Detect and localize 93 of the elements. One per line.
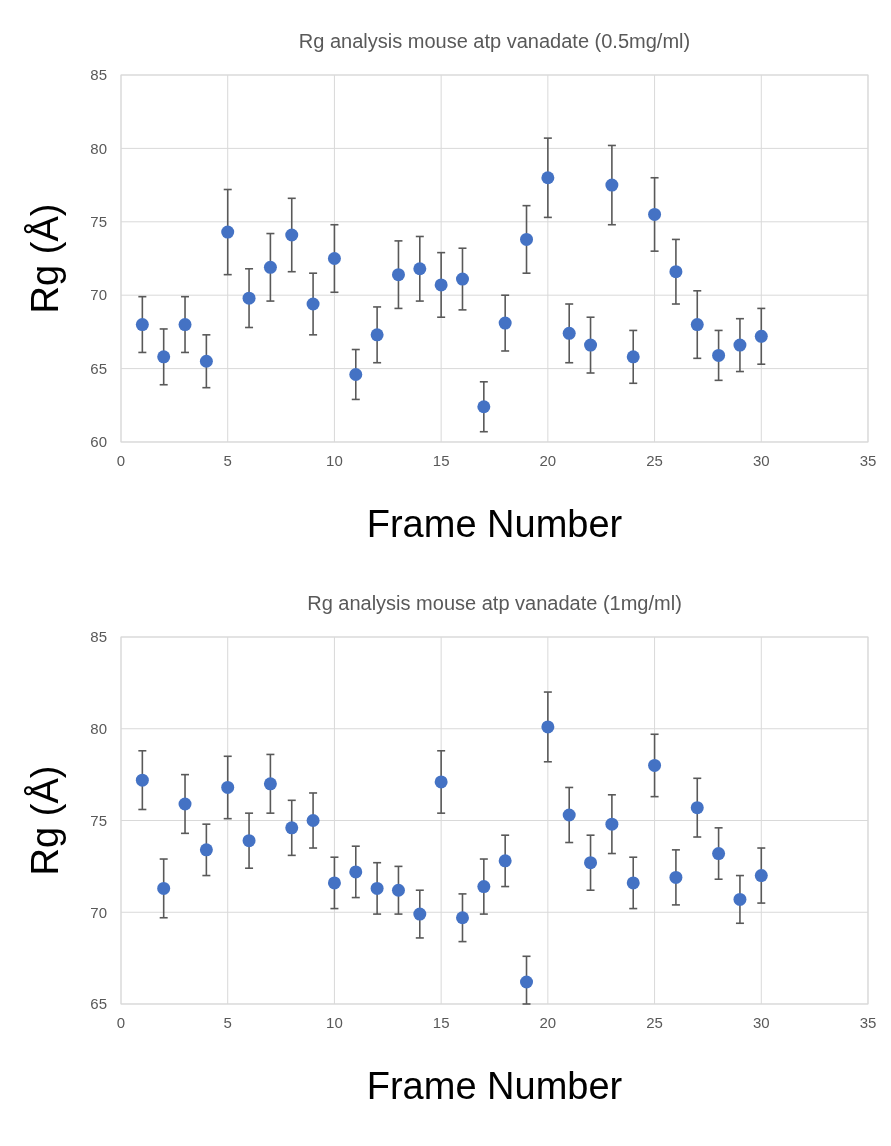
point <box>349 367 363 381</box>
point <box>263 260 277 274</box>
x-tick-label: 15 <box>432 452 450 469</box>
point <box>477 400 491 414</box>
x-tick-label: 35 <box>859 1014 877 1031</box>
point <box>605 817 619 831</box>
point <box>648 758 662 772</box>
point <box>690 318 704 332</box>
point <box>477 880 491 894</box>
point <box>626 350 640 364</box>
y-tick-label: 85 <box>90 66 107 84</box>
point <box>157 881 171 895</box>
point <box>370 881 384 895</box>
point <box>562 326 576 340</box>
point <box>648 207 662 221</box>
chart-title: Rg analysis mouse atp vanadate (0.5mg/ml) <box>298 30 691 52</box>
point <box>199 843 213 857</box>
x-tick-label: 0 <box>116 452 126 469</box>
y-tick-label: 70 <box>90 903 107 921</box>
point <box>349 865 363 879</box>
point <box>135 773 149 787</box>
x-tick-label: 10 <box>326 1014 343 1031</box>
point <box>733 892 747 906</box>
point <box>370 328 384 342</box>
y-tick-label: 80 <box>90 139 107 157</box>
point <box>199 354 213 368</box>
point <box>584 856 598 870</box>
y-tick-label: 75 <box>90 213 107 231</box>
point <box>221 225 235 239</box>
point <box>285 821 299 835</box>
point <box>391 268 405 282</box>
point <box>327 876 341 890</box>
y-tick-label: 75 <box>90 811 107 829</box>
x-axis-title: Frame Number <box>366 1065 623 1107</box>
point <box>712 348 726 362</box>
x-tick-label: 10 <box>326 452 343 469</box>
x-tick-label: 25 <box>646 1014 663 1031</box>
y-tick-label: 65 <box>90 359 107 377</box>
point <box>584 338 598 352</box>
point <box>242 291 256 305</box>
point <box>669 265 683 279</box>
point <box>562 808 576 822</box>
point <box>306 297 320 311</box>
x-tick-label: 5 <box>223 1014 232 1031</box>
point <box>434 775 448 789</box>
point <box>669 870 683 884</box>
y-tick-label: 65 <box>90 995 107 1013</box>
x-tick-label: 15 <box>432 1014 450 1031</box>
x-tick-label: 30 <box>752 452 770 469</box>
point <box>413 907 427 921</box>
point <box>541 171 555 185</box>
x-tick-label: 0 <box>116 1014 126 1031</box>
x-tick-label: 35 <box>859 452 877 469</box>
chart-title: Rg analysis mouse atp vanadate (1mg/ml) <box>307 592 682 614</box>
point <box>690 801 704 815</box>
point <box>498 854 512 868</box>
point <box>520 232 534 246</box>
y-tick-label: 60 <box>90 433 107 451</box>
x-tick-label: 25 <box>646 452 663 469</box>
y-axis-title: Rg (Å) <box>23 765 66 876</box>
point <box>712 847 726 861</box>
point <box>605 178 619 192</box>
point <box>221 780 235 794</box>
point <box>626 876 640 890</box>
y-tick-label: 85 <box>90 628 107 646</box>
point <box>157 350 171 364</box>
point <box>135 318 149 332</box>
point <box>178 318 192 332</box>
point <box>413 262 427 276</box>
point <box>541 720 555 734</box>
point <box>733 338 747 352</box>
point <box>306 814 320 827</box>
point <box>520 975 534 989</box>
x-tick-label: 30 <box>752 1014 770 1031</box>
point <box>178 797 192 811</box>
point <box>455 272 469 286</box>
point <box>434 278 448 292</box>
y-axis-title: Rg (Å) <box>23 203 66 314</box>
x-tick-label: 20 <box>539 1014 557 1031</box>
point <box>263 777 277 791</box>
y-tick-label: 70 <box>90 286 107 304</box>
point <box>754 329 768 343</box>
point <box>285 228 299 242</box>
point <box>391 883 405 897</box>
x-tick-label: 5 <box>223 452 232 469</box>
point <box>455 911 469 925</box>
x-tick-label: 20 <box>539 452 557 469</box>
point <box>242 834 256 848</box>
point <box>498 316 512 330</box>
y-tick-label: 80 <box>90 720 107 737</box>
point <box>327 252 341 265</box>
point <box>754 869 768 883</box>
x-axis-title: Frame Number <box>366 503 623 545</box>
